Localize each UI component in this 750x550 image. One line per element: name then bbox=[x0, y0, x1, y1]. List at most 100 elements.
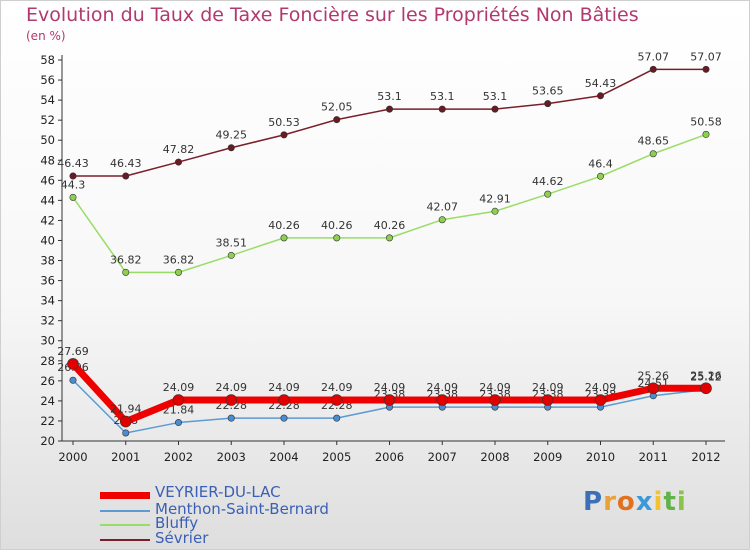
data-point-menthon-saint-bernard bbox=[280, 414, 288, 422]
data-label-bluffy: 40.26 bbox=[268, 219, 300, 232]
data-point-bluffy bbox=[596, 172, 604, 180]
legend-swatch-menthon bbox=[100, 510, 150, 512]
data-point-s-vrier bbox=[333, 116, 341, 124]
y-tick-label: 48 bbox=[40, 153, 55, 167]
data-point-menthon-saint-bernard bbox=[175, 419, 183, 427]
data-label-s-vrier: 49.25 bbox=[216, 129, 248, 142]
y-tick-label: 26 bbox=[40, 374, 55, 388]
data-label-veyrier-du-lac: 25.26 bbox=[638, 369, 670, 382]
y-tick-label: 44 bbox=[40, 193, 55, 207]
data-label-bluffy: 42.91 bbox=[479, 192, 511, 205]
legend-label-sevrier: Sévrier bbox=[155, 529, 209, 547]
data-point-s-vrier bbox=[385, 105, 393, 113]
data-label-bluffy: 40.26 bbox=[374, 219, 406, 232]
data-label-veyrier-du-lac: 24.09 bbox=[163, 381, 195, 394]
data-label-bluffy: 42.07 bbox=[427, 201, 459, 214]
x-tick-label: 2011 bbox=[639, 450, 668, 464]
data-point-s-vrier bbox=[596, 92, 604, 100]
legend-label-menthon: Menthon-Saint-Bernard bbox=[155, 500, 329, 518]
x-tick-label: 2012 bbox=[691, 450, 720, 464]
data-label-bluffy: 44.62 bbox=[532, 175, 564, 188]
y-tick-label: 50 bbox=[40, 133, 55, 147]
data-point-menthon-saint-bernard bbox=[69, 376, 77, 384]
data-label-bluffy: 36.82 bbox=[110, 253, 142, 266]
data-label-s-vrier: 53.1 bbox=[430, 90, 455, 103]
data-point-veyrier-du-lac bbox=[67, 358, 79, 370]
data-label-veyrier-du-lac: 27.69 bbox=[57, 345, 89, 358]
data-label-s-vrier: 53.65 bbox=[532, 85, 564, 98]
data-point-bluffy bbox=[438, 216, 446, 224]
y-tick-label: 52 bbox=[40, 113, 55, 127]
data-point-s-vrier bbox=[702, 65, 710, 73]
data-point-veyrier-du-lac bbox=[541, 394, 554, 406]
data-point-s-vrier bbox=[438, 105, 446, 113]
data-label-s-vrier: 47.82 bbox=[163, 143, 195, 156]
data-label-veyrier-du-lac: 24.09 bbox=[268, 381, 300, 394]
data-label-s-vrier: 57.07 bbox=[690, 50, 722, 63]
x-tick-label: 2002 bbox=[164, 450, 193, 464]
data-point-veyrier-du-lac bbox=[172, 394, 185, 406]
logo-letter: i bbox=[653, 487, 664, 517]
logo-letter: o bbox=[616, 487, 636, 517]
logo-letter: t bbox=[663, 487, 677, 517]
legend-swatch-veyrier bbox=[100, 492, 150, 499]
data-label-menthon-saint-bernard: 25.12 bbox=[690, 371, 722, 384]
data-point-bluffy bbox=[280, 234, 288, 242]
x-tick-label: 2009 bbox=[533, 450, 562, 464]
x-tick-label: 2001 bbox=[111, 450, 140, 464]
data-point-s-vrier bbox=[280, 131, 288, 139]
chart-title: Evolution du Taux de Taxe Foncière sur l… bbox=[26, 4, 639, 26]
y-tick-label: 54 bbox=[40, 93, 55, 107]
logo-letter: x bbox=[635, 487, 654, 517]
data-label-veyrier-du-lac: 24.09 bbox=[216, 381, 248, 394]
y-tick-label: 28 bbox=[40, 354, 55, 368]
data-point-veyrier-du-lac bbox=[594, 394, 607, 406]
data-label-veyrier-du-lac: 24.09 bbox=[321, 381, 353, 394]
x-tick-label: 2006 bbox=[375, 450, 404, 464]
data-point-veyrier-du-lac bbox=[700, 382, 712, 395]
data-point-s-vrier bbox=[649, 65, 657, 73]
logo-letter: P bbox=[583, 487, 604, 517]
y-tick-label: 58 bbox=[40, 53, 55, 67]
data-label-veyrier-du-lac: 24.09 bbox=[585, 381, 617, 394]
x-tick-label: 2005 bbox=[322, 450, 351, 464]
data-point-veyrier-du-lac bbox=[383, 394, 396, 406]
y-tick-label: 56 bbox=[40, 73, 55, 87]
x-tick-label: 2008 bbox=[480, 450, 509, 464]
data-point-veyrier-du-lac bbox=[330, 394, 343, 406]
data-point-bluffy bbox=[122, 268, 130, 276]
data-point-veyrier-du-lac bbox=[225, 394, 238, 406]
data-point-bluffy bbox=[649, 150, 657, 158]
data-point-veyrier-du-lac bbox=[436, 394, 449, 406]
data-point-bluffy bbox=[544, 190, 552, 198]
y-tick-label: 22 bbox=[40, 414, 55, 428]
data-point-bluffy bbox=[702, 130, 710, 138]
data-label-s-vrier: 46.43 bbox=[110, 157, 142, 170]
data-point-bluffy bbox=[385, 234, 393, 242]
legend-label-bluffy: Bluffy bbox=[155, 514, 199, 532]
data-label-veyrier-du-lac: 24.09 bbox=[374, 381, 406, 394]
x-tick-label: 2000 bbox=[58, 450, 87, 464]
data-point-s-vrier bbox=[122, 172, 130, 180]
data-label-veyrier-du-lac: 24.09 bbox=[427, 381, 459, 394]
y-tick-label: 40 bbox=[40, 233, 55, 247]
data-label-veyrier-du-lac: 24.09 bbox=[479, 381, 511, 394]
data-point-veyrier-du-lac bbox=[119, 415, 132, 428]
x-tick-label: 2004 bbox=[269, 450, 298, 464]
data-label-bluffy: 36.82 bbox=[163, 253, 195, 266]
data-label-bluffy: 48.65 bbox=[638, 135, 670, 148]
data-label-bluffy: 40.26 bbox=[321, 219, 353, 232]
data-label-s-vrier: 54.43 bbox=[585, 77, 617, 90]
data-point-bluffy bbox=[69, 193, 77, 201]
y-tick-label: 42 bbox=[40, 213, 55, 227]
legend-swatch-sevrier bbox=[100, 539, 150, 541]
x-tick-label: 2010 bbox=[586, 450, 615, 464]
y-tick-label: 46 bbox=[40, 173, 55, 187]
data-label-s-vrier: 52.05 bbox=[321, 101, 353, 114]
data-point-veyrier-du-lac bbox=[489, 394, 501, 406]
data-point-s-vrier bbox=[544, 100, 552, 108]
data-label-veyrier-du-lac: 21.94 bbox=[110, 403, 142, 416]
data-point-bluffy bbox=[227, 251, 235, 259]
x-tick-label: 2003 bbox=[217, 450, 246, 464]
